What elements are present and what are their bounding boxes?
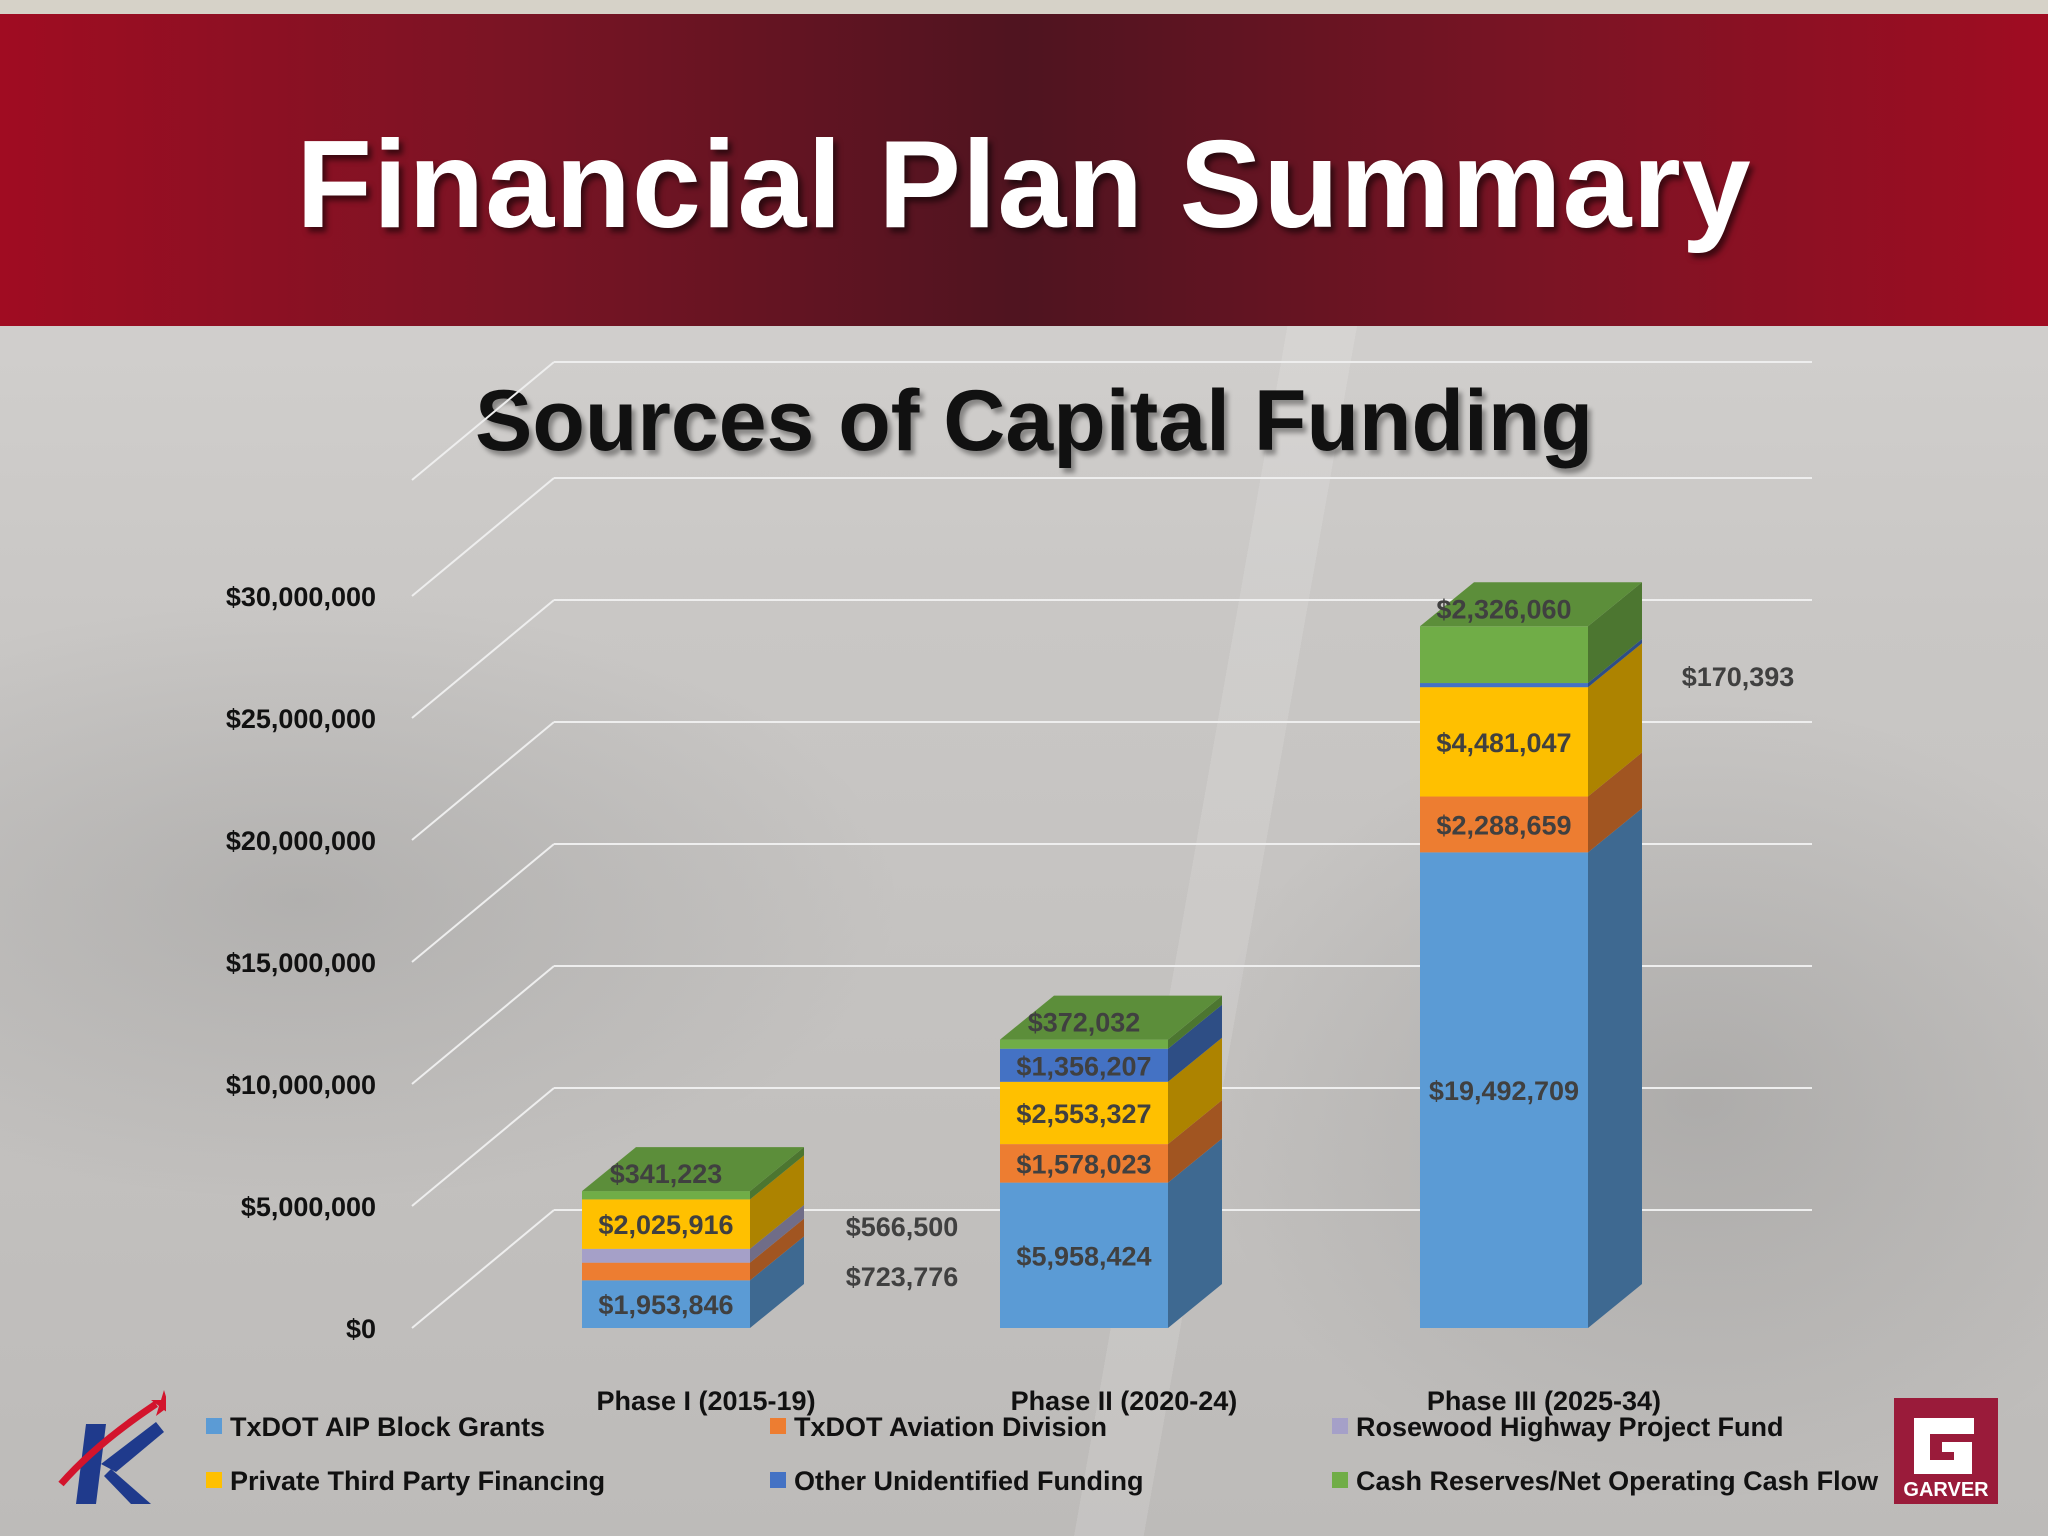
legend-swatch: [1332, 1472, 1348, 1488]
legend-label: Rosewood Highway Project Fund: [1356, 1412, 1784, 1442]
data-label: $2,553,327: [1016, 1099, 1151, 1129]
data-label: $372,032: [1028, 1008, 1141, 1038]
data-label: $723,776: [846, 1262, 959, 1292]
bar-segment-side: [1588, 752, 1642, 853]
bar-segment-front: [1000, 1144, 1168, 1183]
legend-label: TxDOT AIP Block Grants: [230, 1412, 545, 1442]
bar-segment-side: [1588, 808, 1642, 1328]
page-title: Financial Plan Summary: [296, 116, 1752, 254]
data-label: $2,025,916: [598, 1210, 733, 1240]
y-tick-label: $15,000,000: [226, 948, 376, 978]
bar-segment-front: [1000, 1182, 1168, 1328]
x-category-label: Phase III (2025-34): [1427, 1386, 1661, 1416]
x-category-label: Phase II (2020-24): [1011, 1386, 1238, 1416]
bar-segment-side: [750, 1204, 804, 1263]
x-category-label: Phase I (2015-19): [596, 1386, 815, 1416]
data-label: $1,356,207: [1016, 1051, 1151, 1081]
bar-segment-side: [1168, 1138, 1222, 1328]
y-tick-label: $30,000,000: [226, 582, 376, 612]
bar-segment-side: [1168, 1100, 1222, 1183]
legend-label: Cash Reserves/Net Operating Cash Flow: [1356, 1466, 1879, 1496]
bar-segment-front: [1000, 1039, 1168, 1049]
txdot-k-logo: [58, 1390, 166, 1504]
bar-segment-front: [1420, 626, 1588, 684]
data-label: $5,958,424: [1016, 1241, 1151, 1271]
data-label: $4,481,047: [1436, 728, 1571, 758]
legend-swatch: [1332, 1418, 1348, 1434]
bar-segment-top: [1420, 582, 1642, 627]
bar-segment-front: [582, 1280, 750, 1328]
legend-swatch: [770, 1472, 786, 1488]
y-tick-label: $20,000,000: [226, 826, 376, 856]
slide-subtitle: Sources of Capital Funding: [474, 373, 1594, 469]
bar-segment-top: [582, 1147, 804, 1192]
gridline-diagonal: [411, 1209, 555, 1329]
y-tick-label: $10,000,000: [226, 1070, 376, 1100]
bar-segment-side: [750, 1147, 804, 1200]
gridline-diagonal: [411, 361, 555, 481]
data-label: $1,953,846: [598, 1290, 733, 1320]
bar-segment-front: [1000, 1048, 1168, 1082]
bar-segment-side: [1588, 582, 1642, 684]
legend-label: Other Unidentified Funding: [794, 1466, 1143, 1496]
bar-segment-side: [750, 1155, 804, 1249]
gridline-diagonal: [411, 843, 555, 963]
bar-segment-side: [1168, 995, 1222, 1049]
bar-segment-front: [582, 1262, 750, 1281]
legend-label: TxDOT Aviation Division: [794, 1412, 1107, 1442]
bar-segment-side: [750, 1236, 804, 1328]
bar-segment-front: [582, 1248, 750, 1263]
title-banner: Financial Plan Summary: [0, 14, 2048, 326]
bar-segment-side: [1168, 1004, 1222, 1082]
data-label: $19,492,709: [1429, 1076, 1579, 1106]
legend-label: Private Third Party Financing: [230, 1466, 605, 1496]
legend-swatch: [206, 1472, 222, 1488]
top-strip: [0, 0, 2048, 14]
bar-segment-top: [1000, 995, 1222, 1040]
bar-segment-side: [1588, 639, 1642, 688]
bar-segment-side: [750, 1218, 804, 1281]
bar-segment-front: [1420, 796, 1588, 853]
gridline-diagonal: [411, 599, 555, 719]
gridline-diagonal: [411, 965, 555, 1085]
gridline-diagonal: [411, 721, 555, 841]
data-label: $1,578,023: [1016, 1149, 1151, 1179]
gridline-diagonal: [411, 1087, 555, 1207]
data-label: $341,223: [610, 1159, 723, 1189]
bar-segment-front: [1420, 852, 1588, 1328]
bar-segment-side: [1588, 643, 1642, 797]
bar-segment-front: [582, 1191, 750, 1200]
data-label: $170,393: [1682, 662, 1795, 692]
legend-swatch: [206, 1418, 222, 1434]
y-tick-label: $5,000,000: [241, 1192, 376, 1222]
garver-logo: GARVER: [1894, 1398, 1998, 1504]
legend-swatch: [770, 1418, 786, 1434]
garver-logo-text: GARVER: [1903, 1479, 1989, 1501]
data-label: $2,326,060: [1436, 594, 1571, 624]
data-label: $2,288,659: [1436, 810, 1571, 840]
bar-segment-front: [1000, 1081, 1168, 1145]
data-label: $566,500: [846, 1212, 959, 1242]
gridline-diagonal: [411, 477, 555, 597]
y-tick-label: $25,000,000: [226, 704, 376, 734]
bar-segment-front: [1420, 683, 1588, 688]
y-tick-label: $0: [346, 1314, 376, 1344]
bar-segment-front: [1420, 687, 1588, 797]
bar-segment-front: [582, 1199, 750, 1249]
bar-segment-side: [1168, 1037, 1222, 1145]
